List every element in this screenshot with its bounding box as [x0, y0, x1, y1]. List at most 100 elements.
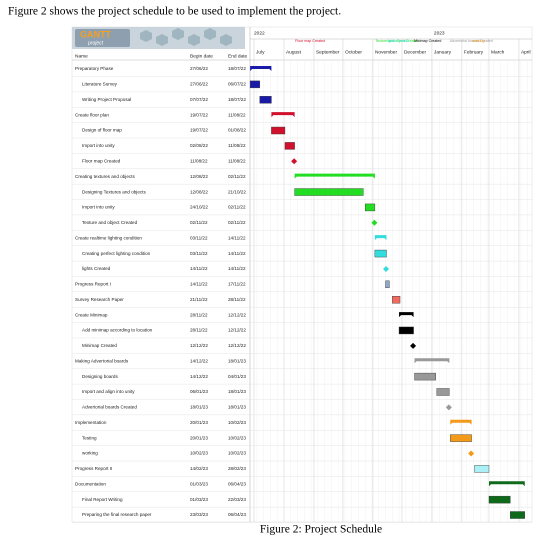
task-name: Minimap Created [82, 343, 117, 348]
month-label: October [345, 49, 362, 55]
group-bar [399, 312, 414, 318]
task-name: Texture and object Created [82, 220, 138, 225]
task-begin: 12/08/22 [190, 174, 208, 179]
milestone [382, 265, 389, 272]
month-label: February [464, 49, 484, 55]
group-bar [414, 358, 450, 364]
milestone-header-label: Texture and object Created [375, 39, 418, 43]
task-begin: 01/03/23 [190, 497, 208, 502]
task-end: 06/07/22 [228, 82, 246, 87]
group-bar [294, 173, 375, 179]
task-name: Testing [82, 435, 97, 440]
task-begin: 28/11/22 [190, 328, 208, 333]
milestone-header-label: lights Created [387, 39, 409, 43]
logo-box [75, 29, 130, 47]
task-name: Design of floor map [82, 128, 122, 133]
column-header: Begin date [190, 53, 213, 59]
task-bar [365, 203, 376, 212]
task-bar [271, 126, 286, 135]
task-begin: 19/07/22 [190, 112, 208, 117]
task-name: Progress Report II [75, 466, 112, 471]
group-bar [374, 235, 387, 241]
task-end: 28/02/23 [228, 466, 246, 471]
task-end: 10/02/23 [228, 420, 246, 425]
task-begin: 03/11/22 [190, 235, 208, 240]
task-end: 02/11/22 [228, 174, 246, 179]
task-name: Literature Survey [82, 82, 118, 87]
month-label: January [434, 49, 452, 55]
task-end: 12/12/22 [228, 328, 246, 333]
task-end: 11/08/22 [228, 158, 246, 163]
task-name: Import into unity [82, 205, 115, 210]
task-name: Making Advertorial boards [75, 358, 129, 363]
task-bar [259, 96, 272, 104]
task-name: Survey Research Paper [75, 297, 124, 302]
task-end: 10/02/23 [228, 451, 246, 456]
task-name: Floor map Created [82, 158, 121, 163]
task-name: Creating perfect lighting condition [82, 251, 151, 256]
task-begin: 28/11/22 [190, 312, 208, 317]
group-bar [450, 419, 472, 425]
task-begin: 20/01/23 [190, 420, 208, 425]
year-label: 2023 [434, 30, 445, 36]
task-end: 17/11/22 [228, 282, 246, 287]
task-name: Advertorial boards Created [82, 405, 137, 410]
task-end: 06/04/23 [228, 512, 246, 517]
task-name: Preparatory Phase [75, 66, 114, 71]
task-begin: 10/02/23 [190, 451, 208, 456]
milestone [410, 342, 417, 349]
task-end: 14/11/22 [228, 235, 246, 240]
task-name: lights Created [82, 266, 111, 271]
task-end: 02/11/22 [228, 205, 246, 210]
month-label: March [491, 49, 505, 55]
task-bar [450, 434, 472, 442]
task-end: 02/11/22 [228, 220, 246, 225]
task-begin: 14/11/22 [190, 282, 208, 287]
task-bar [398, 326, 414, 335]
task-end: 22/03/23 [228, 497, 246, 502]
task-end: 11/08/22 [228, 143, 246, 148]
task-name: Designing boards [82, 374, 118, 379]
task-name: Documentation [75, 481, 106, 486]
task-end: 11/08/22 [228, 112, 246, 117]
task-begin: 01/03/23 [190, 481, 208, 486]
task-begin: 20/01/23 [190, 435, 208, 440]
task-end: 10/02/23 [228, 435, 246, 440]
task-end: 18/01/23 [228, 405, 246, 410]
task-end: 12/12/22 [228, 343, 246, 348]
task-begin: 02/08/22 [190, 143, 208, 148]
task-bar [284, 142, 295, 150]
task-begin: 06/01/23 [190, 389, 208, 394]
task-begin: 14/11/22 [190, 266, 208, 271]
group-bar [271, 112, 295, 118]
task-name: Implementation [75, 420, 107, 425]
task-begin: 12/08/22 [190, 189, 208, 194]
task-bar [294, 188, 364, 196]
task-begin: 21/11/22 [190, 297, 208, 302]
milestone [445, 404, 452, 411]
task-begin: 18/01/23 [190, 405, 208, 410]
milestone-header-label: Minimap Created [414, 39, 441, 43]
task-name: Writing Project Proposal [82, 97, 131, 102]
milestone-header-label: working [472, 39, 484, 43]
task-name: Progress Report I [75, 282, 111, 287]
task-bar [510, 511, 525, 519]
task-begin: 19/07/22 [190, 128, 208, 133]
milestone [371, 219, 378, 226]
milestone-header-label: Floor map Created [295, 39, 325, 43]
milestone [291, 158, 298, 165]
task-bar [414, 372, 436, 381]
task-end: 21/10/22 [228, 189, 246, 194]
task-begin: 07/07/22 [190, 97, 208, 102]
logo-subtitle: project [87, 40, 104, 46]
task-end: 12/12/22 [228, 312, 246, 317]
task-end: 18/07/22 [228, 97, 246, 102]
task-begin: 03/11/22 [190, 251, 208, 256]
column-header: End date [228, 53, 248, 59]
task-end: 06/04/23 [228, 481, 246, 486]
caption: Figure 2: Project Schedule [260, 524, 382, 536]
gantt-chart: July August September October November Decemb… [72, 27, 532, 523]
task-begin: 14/12/22 [190, 374, 208, 379]
task-end: 14/11/22 [228, 251, 246, 256]
logo-pattern [140, 28, 232, 46]
